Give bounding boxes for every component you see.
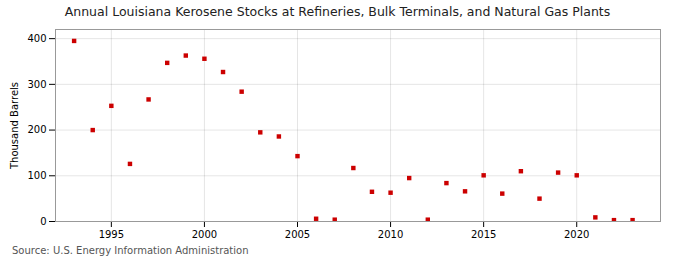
svg-text:2000: 2000 <box>192 229 217 240</box>
svg-text:0: 0 <box>40 216 46 227</box>
svg-text:2020: 2020 <box>564 229 589 240</box>
svg-text:2010: 2010 <box>378 229 403 240</box>
svg-text:400: 400 <box>27 33 46 44</box>
svg-text:2005: 2005 <box>285 229 310 240</box>
svg-text:1995: 1995 <box>99 229 124 240</box>
html-text:Annual Louisiana Kerosene Stoc: Annual Louisiana Kerosene Stocks at Refi… <box>64 4 611 19</box>
svg-text:300: 300 <box>27 79 46 90</box>
html-text:Source: U.S. Energy Informatio: Source: U.S. Energy Information Administ… <box>12 245 249 256</box>
svg-text:2015: 2015 <box>471 229 496 240</box>
svg-text:100: 100 <box>27 170 46 181</box>
svg-text:Thousand Barrels: Thousand Barrels <box>9 82 20 170</box>
svg-text:200: 200 <box>27 124 46 135</box>
